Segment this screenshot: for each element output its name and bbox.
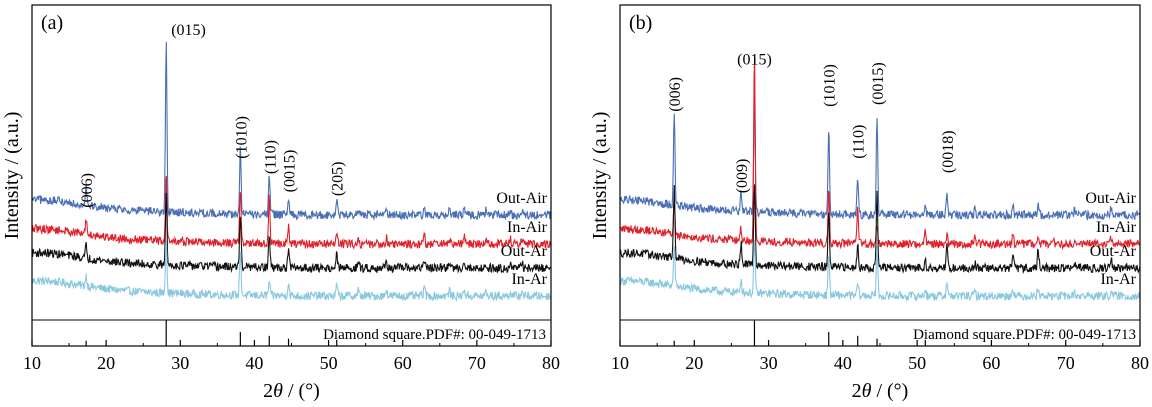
peak-label: (015) (737, 52, 772, 69)
x-tick-label: 30 (171, 353, 189, 373)
series-label-out-ar: Out-Ar (501, 243, 548, 260)
series-label-in-ar: In-Ar (511, 271, 547, 288)
peak-label: (1010) (233, 116, 250, 159)
peak-label: (1010) (822, 64, 839, 107)
peak-label: (015) (171, 22, 206, 39)
series-line-out-ar (619, 184, 1141, 275)
series-line-in-air (31, 175, 552, 250)
x-tick-label: 60 (982, 353, 1000, 373)
x-tick-label: 80 (1131, 353, 1149, 373)
x-axis-label: 2θ / (°) (852, 380, 909, 402)
x-tick-label: 20 (97, 353, 115, 373)
series-label-out-air: Out-Air (496, 190, 547, 207)
peak-label: (205) (330, 162, 347, 197)
panel-label: (b) (629, 12, 652, 34)
peak-label: (0015) (282, 150, 299, 193)
peak-label: (110) (262, 140, 279, 174)
x-tick-label: 10 (23, 353, 41, 373)
reference-label: Diamond square.PDF#: 00-049-1713 (913, 327, 1136, 343)
panel-label: (a) (41, 12, 63, 34)
series-label-in-air: In-Air (507, 219, 548, 236)
peak-label: (110) (851, 125, 868, 159)
y-axis-label: Intensity / (a.u.) (1, 112, 23, 240)
peak-label: (009) (734, 159, 751, 194)
peak-label: (0015) (870, 62, 887, 105)
x-tick-label: 30 (760, 353, 778, 373)
series-line-in-ar (31, 239, 552, 303)
series-line-in-ar (619, 239, 1141, 303)
peak-label: (0018) (940, 130, 957, 173)
panel-b: Out-Air In-Air Out-Ar In-Ar Diamond square.P… (589, 4, 1149, 402)
x-tick-label: 50 (320, 353, 338, 373)
peak-label: (006) (79, 173, 96, 208)
series-label-in-air: In-Air (1096, 219, 1137, 236)
x-tick-label: 70 (1057, 353, 1075, 373)
x-tick-label: 80 (542, 353, 560, 373)
series-label-in-ar: In-Ar (1100, 271, 1136, 288)
panel-a: Out-Air In-Air Out-Ar In-Ar Diamond square.P… (1, 4, 560, 402)
series-line-out-air (31, 41, 552, 221)
x-tick-label: 10 (611, 353, 629, 373)
series-label-out-ar: Out-Ar (1090, 243, 1137, 260)
x-tick-label: 50 (908, 353, 926, 373)
x-axis-label: 2θ / (°) (263, 380, 320, 402)
reference-label: Diamond square.PDF#: 00-049-1713 (323, 327, 546, 343)
series-label-out-air: Out-Air (1085, 190, 1136, 207)
x-tick-label: 20 (685, 353, 703, 373)
series-line-in-air (619, 57, 1141, 251)
x-tick-label: 70 (468, 353, 486, 373)
series-line-out-air (619, 98, 1141, 221)
x-tick-label: 60 (394, 353, 412, 373)
peak-label: (006) (667, 77, 684, 112)
x-tick-label: 40 (834, 353, 852, 373)
y-axis-label: Intensity / (a.u.) (589, 112, 611, 240)
x-tick-label: 40 (245, 353, 263, 373)
series-line-out-ar (31, 192, 552, 274)
